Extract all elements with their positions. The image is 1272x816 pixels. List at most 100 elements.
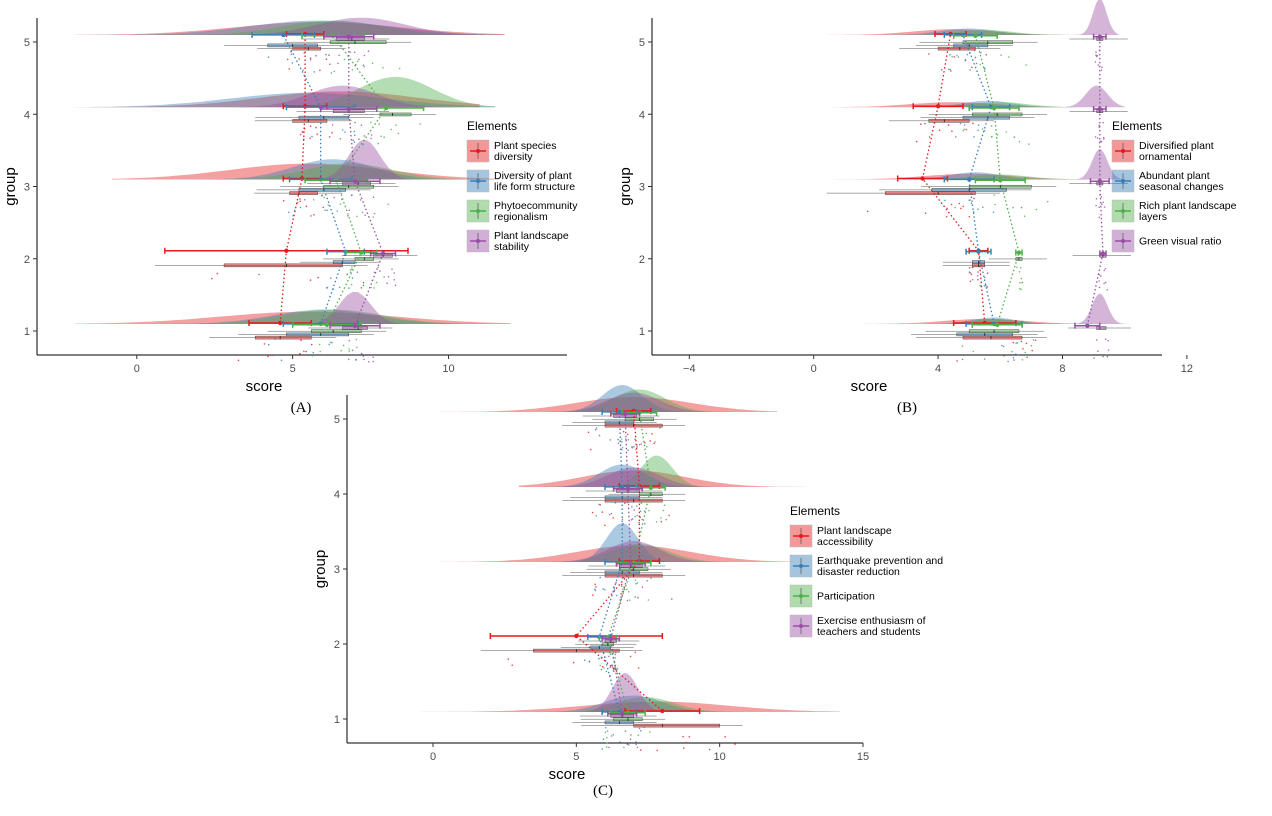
mean-point: [277, 320, 283, 326]
y-tick-label: 1: [639, 326, 645, 338]
rain-point: [992, 211, 995, 214]
rain-point: [387, 203, 390, 206]
rain-point: [319, 350, 322, 353]
rain-point: [216, 272, 219, 275]
rain-point: [977, 278, 979, 281]
rain-point: [964, 59, 967, 62]
rain-point: [608, 513, 611, 516]
rain-point: [970, 273, 973, 276]
rain-point: [976, 274, 979, 277]
legend-label: accessibility: [817, 536, 874, 548]
rain-point: [971, 66, 973, 69]
rain-point: [614, 666, 616, 668]
rain-point: [1100, 275, 1102, 277]
rain-point: [624, 730, 627, 732]
y-tick-label: 2: [639, 254, 645, 266]
rain-point: [372, 216, 375, 218]
rain-point: [604, 731, 607, 733]
rain-point: [601, 748, 603, 750]
density-cloud-group-5: [74, 20, 505, 35]
rain-point: [649, 731, 651, 733]
rain-point: [598, 657, 600, 660]
mean-point: [994, 322, 1000, 327]
rain-point: [331, 124, 334, 126]
rain-point: [955, 136, 957, 138]
density-cloud-group-1: [74, 309, 511, 324]
legend-label: life form structure: [494, 181, 575, 193]
rain-point: [598, 434, 601, 437]
rain-point: [1020, 267, 1022, 269]
legend-key-point: [476, 179, 480, 183]
rain-point: [611, 666, 614, 668]
rain-point: [1101, 203, 1103, 205]
rain-point: [309, 125, 312, 127]
y-tick-label: 4: [24, 109, 30, 121]
rain-point: [341, 129, 344, 131]
rain-point: [1007, 56, 1010, 58]
rain-point: [1099, 140, 1101, 142]
rain-point: [355, 359, 357, 361]
mean-point: [346, 106, 351, 112]
rain-point: [983, 358, 986, 360]
rain-point: [1020, 340, 1023, 343]
legend-label: Phytoecommunity: [494, 200, 578, 212]
box-rect: [953, 43, 989, 48]
box-rect: [884, 191, 976, 195]
rain-point: [358, 58, 360, 61]
rain-point: [629, 655, 632, 658]
rain-point: [331, 342, 333, 344]
rain-point: [1094, 61, 1097, 63]
box-rect: [379, 112, 412, 117]
rain-point: [362, 143, 364, 146]
rain-point: [393, 279, 396, 281]
rain-point: [373, 212, 376, 215]
mean-point: [625, 486, 631, 491]
rain-point: [958, 202, 960, 205]
rain-point: [1105, 354, 1108, 357]
rain-point: [636, 445, 638, 448]
box-rect: [223, 263, 343, 268]
y-axis-title: group: [617, 167, 634, 205]
mean-point: [352, 323, 358, 328]
mean-point: [998, 178, 1003, 183]
rain-point: [1100, 69, 1103, 71]
x-tick-label: 0: [430, 751, 436, 763]
density-clouds: [74, 17, 511, 324]
rain-point: [357, 60, 359, 63]
rain-point: [263, 343, 266, 345]
x-tick-label: 8: [1059, 363, 1065, 375]
rain-point: [626, 599, 629, 602]
rain-point: [291, 62, 294, 64]
mean-point: [383, 105, 389, 111]
rain-point: [362, 281, 365, 284]
rain-point: [621, 518, 624, 521]
rain-point: [616, 594, 618, 597]
rain-point: [316, 133, 319, 135]
means: [164, 31, 425, 329]
rain-point: [641, 586, 644, 588]
rain-point: [866, 210, 869, 213]
density-cloud-group-3: [433, 523, 777, 562]
rain-point: [946, 207, 949, 210]
rain-point: [587, 431, 590, 434]
rain-point: [993, 194, 996, 196]
density-cloud-group-3: [404, 545, 792, 562]
rain-point: [983, 285, 986, 287]
legend-key-point: [476, 239, 480, 243]
density-cloud-group-3: [433, 544, 777, 562]
rain-point: [624, 502, 626, 504]
rain-point: [634, 515, 636, 518]
density-cloud-group-5: [461, 392, 777, 412]
rain-point: [267, 56, 270, 58]
rain-point: [356, 346, 358, 349]
rain-point: [324, 209, 326, 211]
rain-point: [282, 200, 285, 202]
rain-point: [338, 54, 340, 56]
density-cloud-group-4: [751, 102, 1172, 108]
mean-point: [608, 636, 613, 641]
rain-point: [304, 198, 306, 201]
legend-label: Green visual ratio: [1139, 236, 1221, 248]
x-tick-label: 5: [573, 751, 579, 763]
mean-line: [962, 34, 995, 325]
